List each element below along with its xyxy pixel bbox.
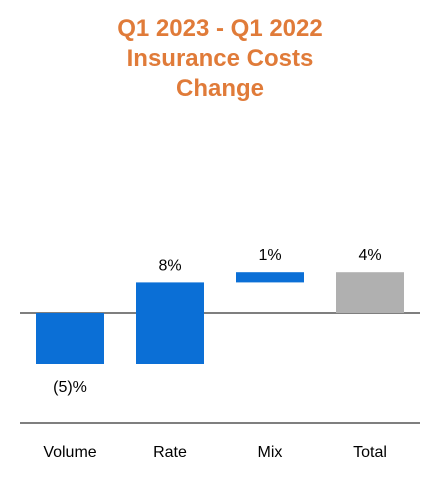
chart-title-line-1: Q1 2023 - Q1 2022 [117, 15, 323, 42]
chart-title-line-2: Insurance Costs [126, 45, 314, 72]
chart-title: Q1 2023 - Q1 2022 Insurance Costs Change [0, 14, 440, 104]
data-label-total: 4% [358, 247, 381, 264]
bar-mix [236, 272, 304, 283]
category-label-total: Total [353, 444, 387, 461]
category-label-volume: Volume [43, 444, 96, 461]
bar-rate [136, 282, 204, 364]
chart-title-line-3: Change [175, 75, 264, 102]
category-label-mix: Mix [258, 444, 283, 461]
data-label-mix: 1% [258, 247, 281, 264]
data-label-volume: (5)% [53, 379, 87, 396]
bar-total [336, 272, 404, 313]
data-label-rate: 8% [158, 257, 181, 274]
bar-volume [36, 313, 104, 364]
category-label-rate: Rate [153, 444, 187, 461]
